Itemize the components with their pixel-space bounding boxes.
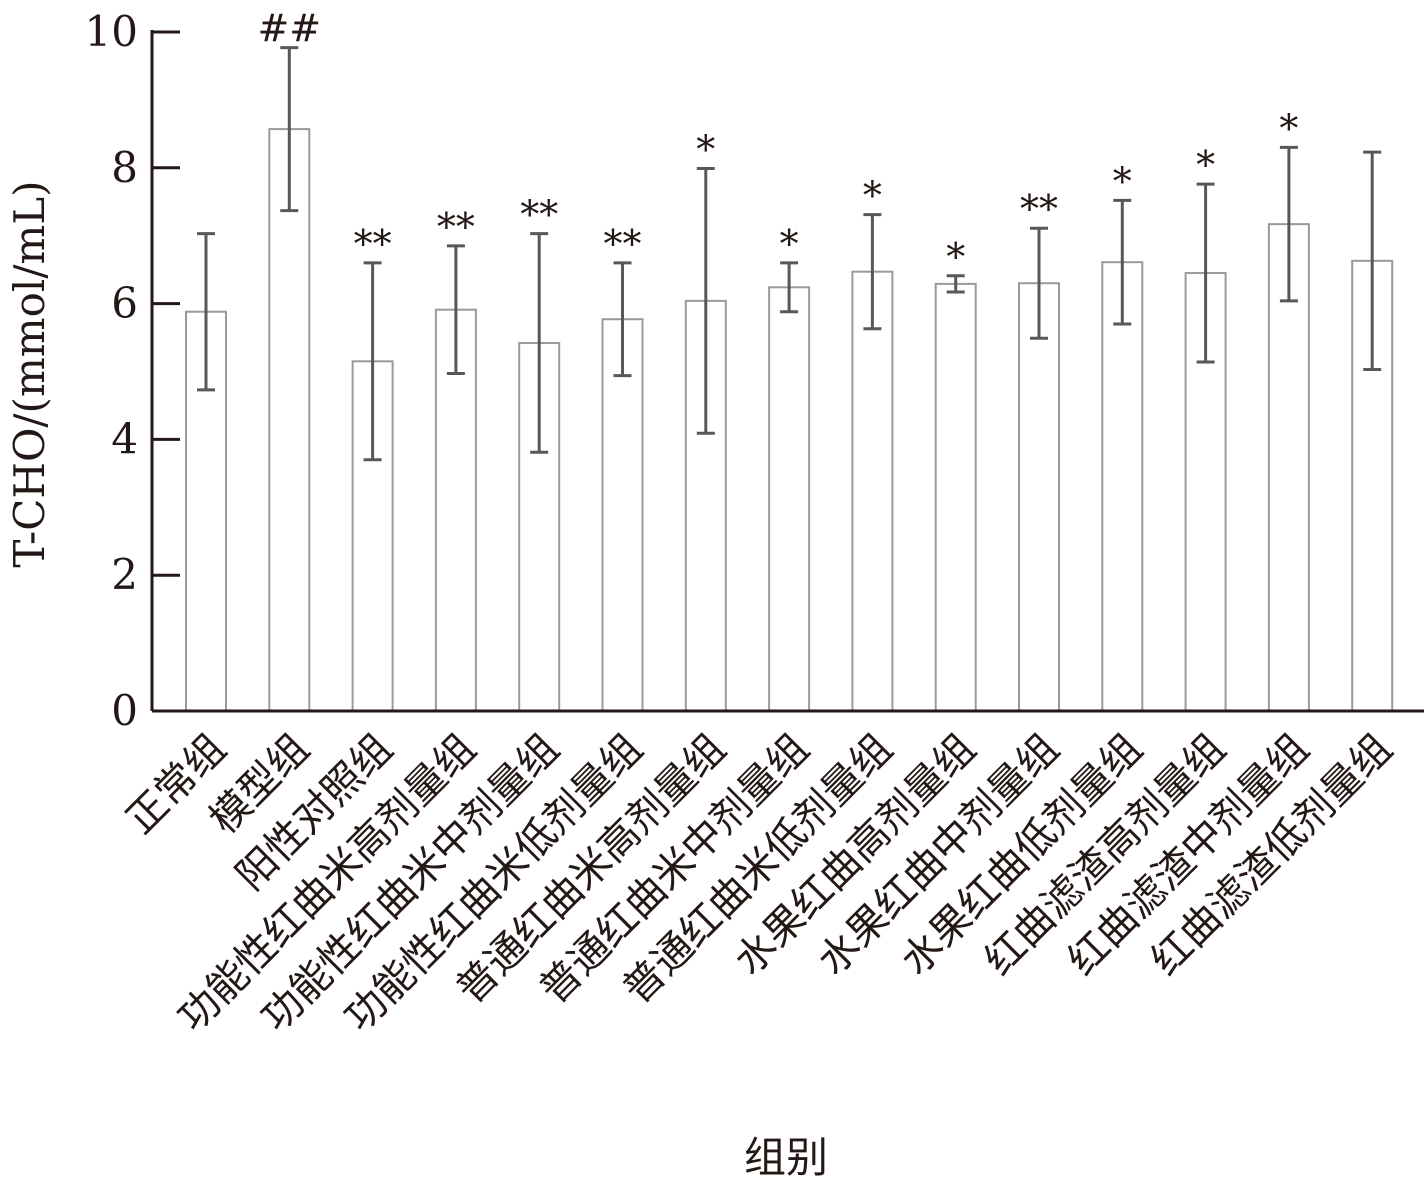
significance-marker: ** bbox=[1020, 187, 1058, 231]
significance-marker: * bbox=[946, 235, 965, 279]
y-axis-title: T-CHO/(mmol/mL) bbox=[5, 180, 54, 567]
bar bbox=[268, 128, 311, 713]
y-tick-label: 4 bbox=[111, 414, 138, 463]
significance-marker: ** bbox=[520, 193, 558, 237]
significance-marker: * bbox=[696, 127, 715, 171]
significance-marker: ** bbox=[354, 222, 392, 266]
bar bbox=[1018, 282, 1060, 712]
significance-marker: ** bbox=[437, 205, 475, 249]
y-tick-label: 2 bbox=[111, 550, 138, 599]
bar bbox=[518, 341, 561, 712]
y-tick-label: 8 bbox=[111, 143, 138, 192]
significance-marker: ## bbox=[257, 7, 321, 51]
error-bars-layer bbox=[197, 46, 1382, 462]
y-tick-label: 0 bbox=[111, 686, 138, 735]
significance-marker: ** bbox=[604, 222, 642, 266]
bar bbox=[1101, 261, 1144, 712]
y-tick-label: 10 bbox=[85, 7, 138, 56]
bar bbox=[934, 282, 977, 712]
significance-marker: * bbox=[1196, 143, 1215, 187]
significance-marker: * bbox=[863, 174, 882, 218]
bars-layer bbox=[185, 128, 1394, 713]
significance-layer: ##** ** *********** ** bbox=[257, 7, 1298, 279]
bar bbox=[768, 286, 811, 712]
axes-layer: 0 2 4 6 8 10 bbox=[85, 7, 1424, 735]
bar bbox=[851, 270, 894, 712]
bar bbox=[601, 318, 644, 712]
significance-marker: * bbox=[780, 222, 799, 266]
labels-layer: 正常组模型组阳性对照组功能性红曲米高剂量组功能性红曲米中剂量组功能性红曲米低剂量… bbox=[118, 726, 1402, 1041]
y-tick-label: 6 bbox=[111, 279, 138, 328]
x-axis-title: 组别 bbox=[744, 1133, 828, 1182]
significance-marker: * bbox=[1113, 159, 1132, 203]
significance-marker: * bbox=[1279, 106, 1298, 150]
